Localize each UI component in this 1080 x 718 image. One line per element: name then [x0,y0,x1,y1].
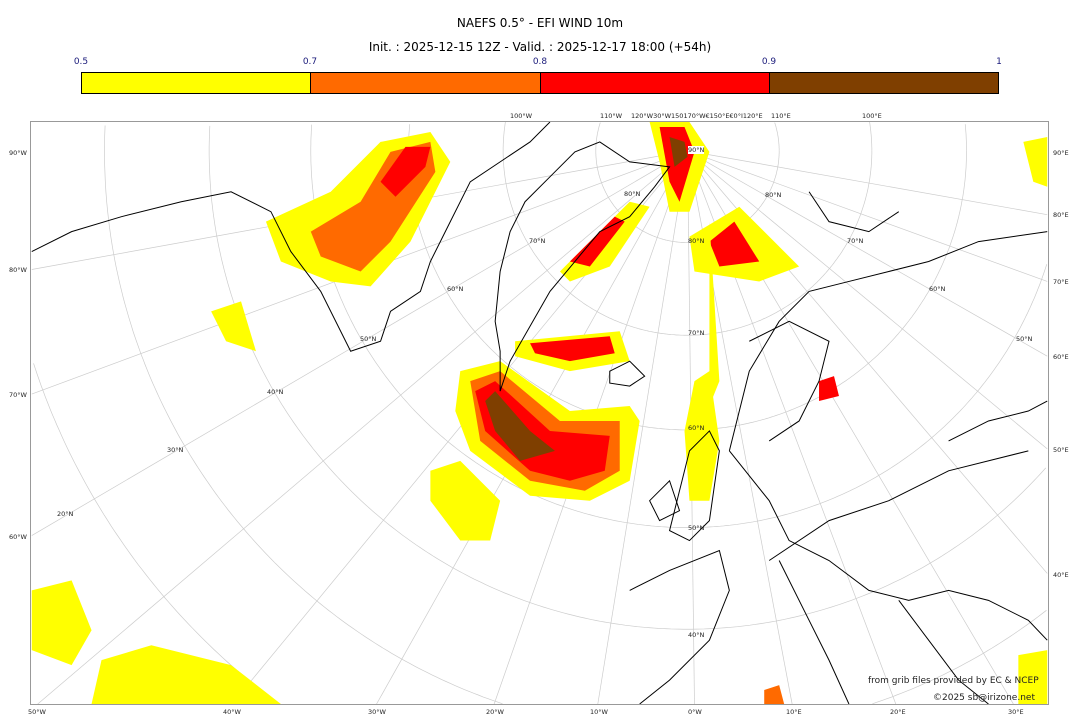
lat-label: 70°N [847,237,864,245]
lon-label: 10°E [786,708,802,716]
lat-label: 60°N [929,285,946,293]
lon-label: 40°W [223,708,241,716]
latitude-circle [595,122,780,243]
colorbar-bin-2 [540,72,770,94]
lon-label: 70°E [1053,278,1069,286]
lon-label: 80°W [9,266,27,274]
latitude-circle [408,124,967,431]
colorbar-tick: 0.8 [532,57,548,67]
lon-label: 10°W [590,708,608,716]
lon-label: 50°E [1053,446,1069,454]
lon-label: 20°E [890,708,906,716]
map-canvas [31,122,1048,704]
lat-label: 70°N [529,237,546,245]
latitude-circle [964,124,967,151]
colorbar-bin-3 [769,72,999,94]
lon-label: 50°W [28,708,46,716]
lat-label: 50°N [688,524,705,532]
lon-label: 40°E [1053,571,1069,579]
lon-label: 30°W [368,708,386,716]
lon-label: 90°W [9,149,27,157]
lat-label: 70°N [688,329,705,337]
colorbar-tick: 1 [996,57,1002,67]
lat-label: 90°N [688,146,705,154]
lon-label: 100°E [862,112,882,120]
lon-label: 0°W [688,708,702,716]
lon-label: 110°W [600,112,623,120]
latitude-circle [104,125,503,704]
copyright-credit: ©2025 sb@irizone.net [933,693,1035,703]
lat-label: 40°N [267,388,284,396]
lon-label: 20°W [486,708,504,716]
lat-label: 50°N [1016,335,1033,343]
lon-label: 90°E [1053,149,1069,157]
lat-label: 30°N [167,446,184,454]
lat-label: 50°N [360,335,377,343]
lon-label: 70°W [9,391,27,399]
lat-label: 20°N [57,510,74,518]
lon-label: 60°W [9,533,27,541]
latitude-circle [872,610,1047,704]
coastlines [31,122,1048,704]
lon-label: 30°E [1008,708,1024,716]
map-title: NAEFS 0.5° - EFI WIND 10m [456,16,624,30]
lon-label: 100°W [510,112,533,120]
latitude-circle [502,122,873,336]
lon-label: 60°E [1053,353,1069,361]
efi-shading [31,122,1048,704]
graticule [31,122,1048,704]
colorbar-tick: 0.9 [761,57,777,67]
colorbar-tick: 0.7 [302,57,318,67]
lat-label: 80°N [765,191,782,199]
lat-label: 60°N [688,424,705,432]
colorbar-bin-0 [81,72,311,94]
latitude-circle [774,122,780,151]
lat-label: 60°N [447,285,464,293]
lon-label: 110°E [771,112,791,120]
map-subtitle: Init. : 2025-12-15 12Z - Valid. : 2025-1… [368,40,712,54]
colorbar-bin-1 [310,72,541,94]
lon-label: 120°W30°W150170°W€150°E€0°I120°E [631,112,763,120]
latitude-circle [33,363,279,704]
latitude-circle [869,122,873,151]
source-credit: from grib files provided by EC & NCEP [868,676,1039,686]
lon-label: 80°E [1053,211,1069,219]
lat-label: 80°N [688,237,705,245]
lat-label: 80°N [624,190,641,198]
lat-label: 40°N [688,631,705,639]
colorbar-tick: 0.5 [73,57,89,67]
map-panel[interactable] [30,121,1049,705]
latitude-circle [310,124,1048,528]
